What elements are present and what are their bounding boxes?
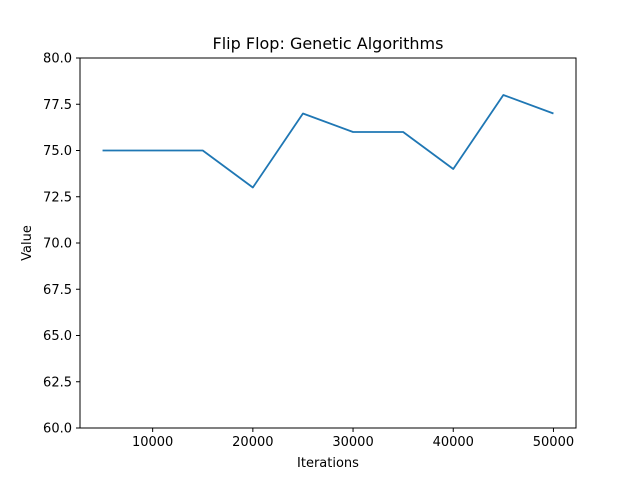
x-axis-ticks: 10000 20000 30000 40000 50000 — [132, 428, 574, 450]
y-tick-label: 80.0 — [43, 52, 72, 67]
y-tick-label: 75.0 — [43, 144, 72, 159]
y-tick-label: 72.5 — [43, 190, 72, 205]
y-tick-label: 62.5 — [43, 375, 72, 390]
plot-frame — [79, 57, 577, 429]
plot-area — [102, 94, 554, 189]
y-tick-label: 70.0 — [43, 237, 72, 252]
x-tick-label: 10000 — [132, 435, 173, 450]
x-tick-label: 30000 — [332, 435, 373, 450]
series-line — [102, 94, 554, 189]
x-tick-label: 20000 — [232, 435, 273, 450]
y-tick-label: 60.0 — [43, 422, 72, 437]
chart-title: Flip Flop: Genetic Algorithms — [213, 34, 444, 53]
x-tick-label: 50000 — [533, 435, 574, 450]
y-tick-label: 77.5 — [43, 98, 72, 113]
y-tick-label: 67.5 — [43, 283, 72, 298]
x-axis-label: Iterations — [297, 456, 359, 471]
y-tick-label: 65.0 — [43, 329, 72, 344]
y-axis-ticks: 60.0 62.5 65.0 67.5 70.0 72.5 75.0 77.5 80.0 — [43, 52, 80, 437]
x-tick-label: 40000 — [433, 435, 474, 450]
y-axis-label: Value — [20, 225, 35, 261]
